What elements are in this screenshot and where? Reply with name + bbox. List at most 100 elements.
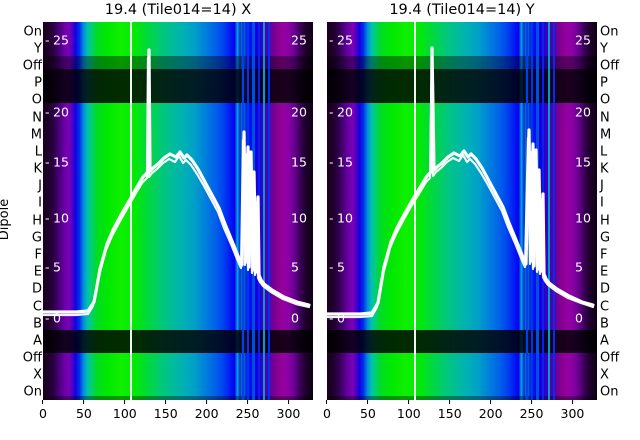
cat-tick-left-11: H [32, 213, 42, 229]
x-axis-left: 0 50 100 150 200 250 300 [39, 400, 313, 438]
cat-tick-left-14: E [33, 264, 42, 280]
cat-tick-right-0: On [600, 24, 619, 40]
x-tick-label: 200 [478, 406, 503, 421]
cat-tick-right-2: Off [600, 58, 620, 74]
cat-tick-left-21: On [23, 384, 42, 400]
cat-tick-left-10: I [38, 195, 42, 211]
cat-tick-right-13: F [600, 247, 608, 263]
cat-tick-left-5: N [32, 110, 42, 125]
cat-tick-right-7: L [600, 144, 608, 160]
cat-tick-right-19: Off [600, 350, 620, 366]
heatmap-vline-cluster-e [263, 22, 265, 400]
x-tick-label: 100 [396, 406, 421, 421]
x-tick-label: 150 [437, 406, 462, 421]
heatmap-panel-y[interactable] [327, 22, 597, 400]
cat-tick-right-12: G [600, 230, 611, 246]
heatmap-band-upper2-y [327, 56, 597, 69]
cat-tick-left-3: P [34, 75, 42, 91]
heatmap-vline-cluster-e-y [548, 22, 550, 400]
heatmap-band-bottom-fade-y [327, 396, 597, 400]
x-tick-left-200: 200 [195, 400, 219, 421]
categorical-axis-left: On Y Off P O N M L K J I H G F E D C B A Off X On [2, 22, 42, 400]
x-tick-right-50: 50 [360, 400, 376, 421]
x-tick-right-100: 100 [397, 400, 421, 421]
cat-tick-left-13: F [34, 247, 42, 263]
cat-tick-right-4: O [600, 92, 611, 108]
x-tick-right-250: 250 [520, 400, 543, 421]
panel-title-right: 19.4 (Tile014=14) Y [389, 2, 535, 18]
cat-tick-right-6: M [600, 127, 612, 143]
x-tick-label: 300 [276, 406, 301, 421]
x-tick-mark [206, 400, 208, 404]
x-tick-mark [408, 400, 410, 404]
cat-tick-left-16: C [32, 299, 42, 314]
x-tick-mark [367, 400, 369, 404]
cat-tick-left-2: Off [22, 58, 42, 74]
cat-tick-left-20: X [33, 367, 42, 383]
cat-tick-right-21: On [600, 384, 619, 400]
cat-tick-right-20: X [600, 367, 609, 383]
cat-tick-left-4: O [31, 92, 42, 108]
x-tick-label: 0 [39, 406, 47, 421]
heatmap-band-upper2 [43, 56, 313, 69]
cat-tick-right-11: H [600, 213, 610, 229]
heatmap-vline-bright [130, 22, 132, 400]
cat-tick-right-14: E [600, 264, 609, 280]
x-tick-mark [449, 400, 451, 404]
heatmap-band-upper-y [327, 69, 597, 103]
cat-tick-left-8: K [33, 161, 42, 177]
heatmap-band-lower-y [327, 330, 597, 353]
x-tick-left-300: 300 [276, 400, 301, 421]
categorical-axis-right: On Y Off P O N M L K J I H G F E D C B A Off X On [600, 22, 640, 400]
cat-tick-left-17: B [33, 316, 42, 332]
x-tick-left-150: 150 [154, 400, 178, 421]
cat-tick-left-1: Y [34, 41, 42, 57]
x-tick-mark [124, 400, 126, 404]
x-tick-mark [326, 400, 328, 404]
panel-title-left: 19.4 (Tile014=14) X [104, 2, 252, 18]
x-tick-mark [287, 400, 289, 404]
heatmap-band-bottom-fade [43, 396, 313, 400]
cat-tick-left-18: A [33, 333, 42, 349]
x-tick-label: 200 [194, 406, 219, 421]
cat-tick-right-9: J [600, 178, 604, 194]
cat-tick-right-5: N [600, 110, 610, 125]
x-tick-mark [42, 400, 44, 404]
x-tick-label: 250 [235, 406, 260, 421]
cat-tick-left-12: G [31, 230, 42, 246]
x-tick-mark [531, 400, 533, 404]
cat-tick-right-8: K [600, 161, 609, 177]
x-tick-left-250: 250 [235, 400, 260, 421]
cat-tick-right-1: Y [600, 41, 608, 57]
overlay-trace-y [327, 46, 595, 319]
cat-tick-left-6: M [30, 127, 42, 143]
cat-tick-left-7: L [34, 144, 42, 160]
cat-tick-right-10: I [600, 195, 604, 211]
x-tick-mark [83, 400, 85, 404]
cat-tick-right-3: P [600, 75, 608, 91]
x-tick-right-200: 200 [479, 400, 503, 421]
x-tick-left-0: 0 [39, 400, 47, 421]
heatmap-panel-x[interactable] [43, 22, 313, 400]
x-tick-label: 50 [75, 406, 92, 421]
heatmap-vline-cluster-f-y [553, 22, 555, 400]
cat-tick-left-0: On [23, 24, 42, 40]
x-tick-right-150: 150 [438, 400, 462, 421]
y-axis-label: Dipole [0, 198, 13, 241]
x-tick-left-100: 100 [113, 400, 137, 421]
x-tick-label: 300 [560, 406, 585, 421]
heatmap-vline-cluster-f [268, 22, 270, 400]
x-tick-label: 150 [153, 406, 178, 421]
overlay-trace-x [43, 48, 311, 317]
x-tick-mark [247, 400, 249, 404]
x-tick-label: 50 [359, 406, 376, 421]
cat-tick-right-15: D [600, 281, 611, 297]
x-tick-right-0: 0 [323, 400, 331, 421]
heatmap-band-lower [43, 330, 313, 353]
heatmap-vline-bright-y [414, 22, 416, 400]
x-tick-label: 100 [112, 406, 137, 421]
x-tick-left-50: 50 [76, 400, 92, 421]
cat-tick-left-9: J [38, 178, 42, 194]
cat-tick-right-17: B [600, 316, 609, 332]
